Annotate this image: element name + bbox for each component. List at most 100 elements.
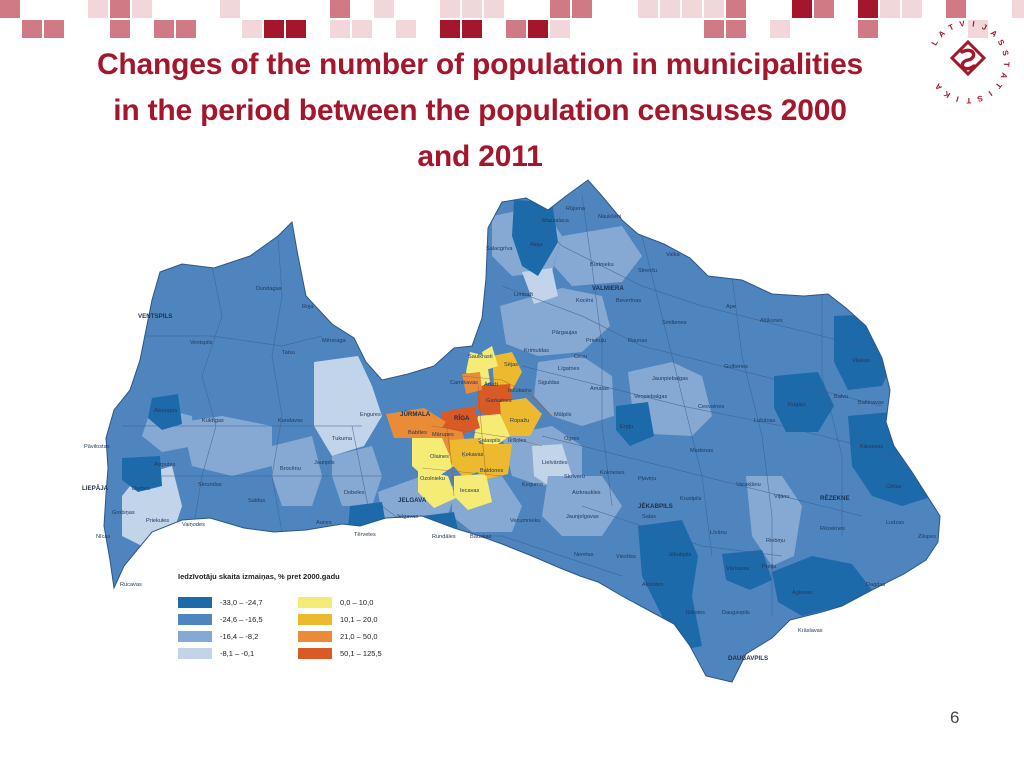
municipality-label: Rundāles — [432, 534, 456, 540]
logo-letter: I — [987, 89, 994, 98]
decorative-square — [550, 0, 570, 18]
decorative-square — [682, 0, 702, 18]
municipality-label: Rucavas — [120, 582, 142, 588]
decorative-square — [572, 0, 592, 18]
decorative-square — [330, 20, 350, 38]
legend-item: 0,0 – 10,0 — [298, 596, 373, 608]
municipality-label: Kocēni — [576, 298, 593, 304]
municipality-label: Dundagas — [256, 286, 282, 292]
title-line-3: and 2011 — [417, 140, 543, 173]
municipality-label: Viļakas — [852, 358, 870, 364]
municipality-label: Dobeles — [344, 490, 365, 496]
decorative-square — [726, 20, 746, 38]
municipality-label: Raunas — [628, 338, 647, 344]
legend-item: 10,1 – 20,0 — [298, 613, 378, 625]
municipality-label: Kandavas — [278, 418, 303, 424]
municipality-label: Rūjiena — [566, 206, 586, 212]
municipality-label: Alūksnes — [760, 318, 783, 324]
municipality-label: Gulbenes — [724, 364, 748, 370]
legend-label: 0,0 – 10,0 — [340, 597, 374, 607]
municipality-label: Aglonas — [792, 590, 812, 596]
municipality-label: Ludzas — [886, 520, 904, 526]
decorative-square — [264, 20, 284, 38]
municipality-label: Grobiņas — [112, 510, 135, 516]
municipality-label: Garkalnes — [486, 398, 512, 404]
city-label: VALMIERA — [592, 285, 624, 292]
decorative-square — [220, 0, 240, 18]
logo-letter: V — [959, 19, 966, 29]
legend-swatch — [178, 647, 212, 659]
municipality-label: Ozolnieku — [420, 476, 445, 482]
riga-borders — [421, 375, 553, 497]
decorative-square — [792, 0, 812, 18]
municipality-label: Riebiņu — [766, 538, 785, 544]
municipality-label: Auces — [316, 520, 332, 526]
decorative-square — [484, 0, 504, 18]
logo-letter: S — [996, 38, 1007, 48]
municipality-label: Rugāju — [788, 402, 806, 408]
municipality-label: Salacgrīva — [486, 246, 513, 252]
decorative-square — [880, 0, 900, 18]
municipality-label: Valka — [666, 252, 680, 258]
legend-swatch — [178, 630, 212, 642]
municipality-label: Iecavas — [460, 488, 479, 494]
decorative-square — [506, 20, 526, 38]
legend-item: -24,6 – -16,5 — [178, 613, 263, 625]
decorative-square — [374, 0, 394, 18]
legend-item: 50,1 – 125,5 — [298, 647, 382, 659]
legend-item: -16,4 – -8,2 — [178, 630, 258, 642]
logo-letter: K — [942, 89, 952, 100]
legend-label: -16,4 – -8,2 — [220, 631, 259, 641]
municipality-label: Ilūkstes — [686, 610, 705, 616]
logo-letter: T — [993, 81, 1003, 90]
decorative-square — [88, 0, 108, 18]
municipality-label: Vecumnieku — [510, 518, 540, 524]
city-label: VENTSPILS — [138, 313, 172, 320]
legend-label: 50,1 – 125,5 — [340, 648, 382, 658]
municipality-label: Tukuma — [332, 436, 353, 442]
decorative-square — [176, 20, 196, 38]
city-label: JELGAVA — [398, 497, 427, 504]
municipality-label: Saldus — [248, 498, 265, 504]
logo-letter: A — [999, 71, 1010, 80]
municipality-label: Lubānas — [754, 418, 776, 424]
municipality-label: Bauskas — [470, 534, 492, 540]
municipality-label: Ādaži — [484, 381, 498, 388]
municipality-label: Ikšķiles — [508, 438, 527, 444]
map-labels: Rūjiena Mazsalaca Naukšēni Aloja Salacgrīva V… — [82, 206, 936, 662]
decorative-square — [1012, 0, 1024, 18]
municipality-label: Priekuļu — [586, 338, 606, 344]
municipality-label: Dagdas — [866, 582, 885, 588]
city-label: JŪRMALA — [400, 411, 431, 418]
logo-letter: A — [989, 28, 999, 39]
municipality-label: Salas — [642, 514, 656, 520]
city-label: LIEPĀJA — [82, 485, 109, 492]
municipality-label: Alsungas — [154, 408, 177, 414]
logo-letter: T — [947, 22, 955, 32]
decorative-square — [462, 20, 482, 38]
decorative-square — [440, 0, 460, 18]
legend-label: -33,0 – -24,7 — [220, 597, 263, 607]
city-label: DAUGAVPILS — [728, 655, 768, 662]
municipality-label: Krustpils — [680, 496, 702, 502]
logo-letter: A — [937, 29, 948, 40]
decorative-square — [110, 20, 130, 38]
municipality-label: Pārgaujas — [552, 330, 577, 336]
municipality-label: Jaunpils — [314, 460, 335, 466]
municipality-label: Preiļu — [762, 564, 776, 570]
slide-title: Changes of the number of population in m… — [20, 42, 940, 180]
legend-label: -24,6 – -16,5 — [220, 614, 263, 624]
decorative-square — [352, 20, 372, 38]
municipality-label: Ērgļu — [620, 423, 633, 430]
municipality-label: Smiltenes — [662, 320, 687, 326]
municipality-label: Daugavpils — [722, 610, 750, 616]
municipality-label: Mārupes — [432, 432, 454, 438]
municipality-label: Vaiņodes — [182, 522, 205, 528]
map-legend: Iedzīvotāju skaita izmaiņas, % pret 2000… — [178, 572, 418, 662]
legend-swatch — [178, 613, 212, 625]
municipality-label: Siguldas — [538, 380, 560, 386]
municipality-label: Zilupes — [918, 534, 936, 540]
municipality-label: Talsu — [282, 350, 295, 356]
municipality-label: Ciblas — [886, 484, 902, 490]
municipality-label: Carnikavas — [450, 380, 478, 386]
